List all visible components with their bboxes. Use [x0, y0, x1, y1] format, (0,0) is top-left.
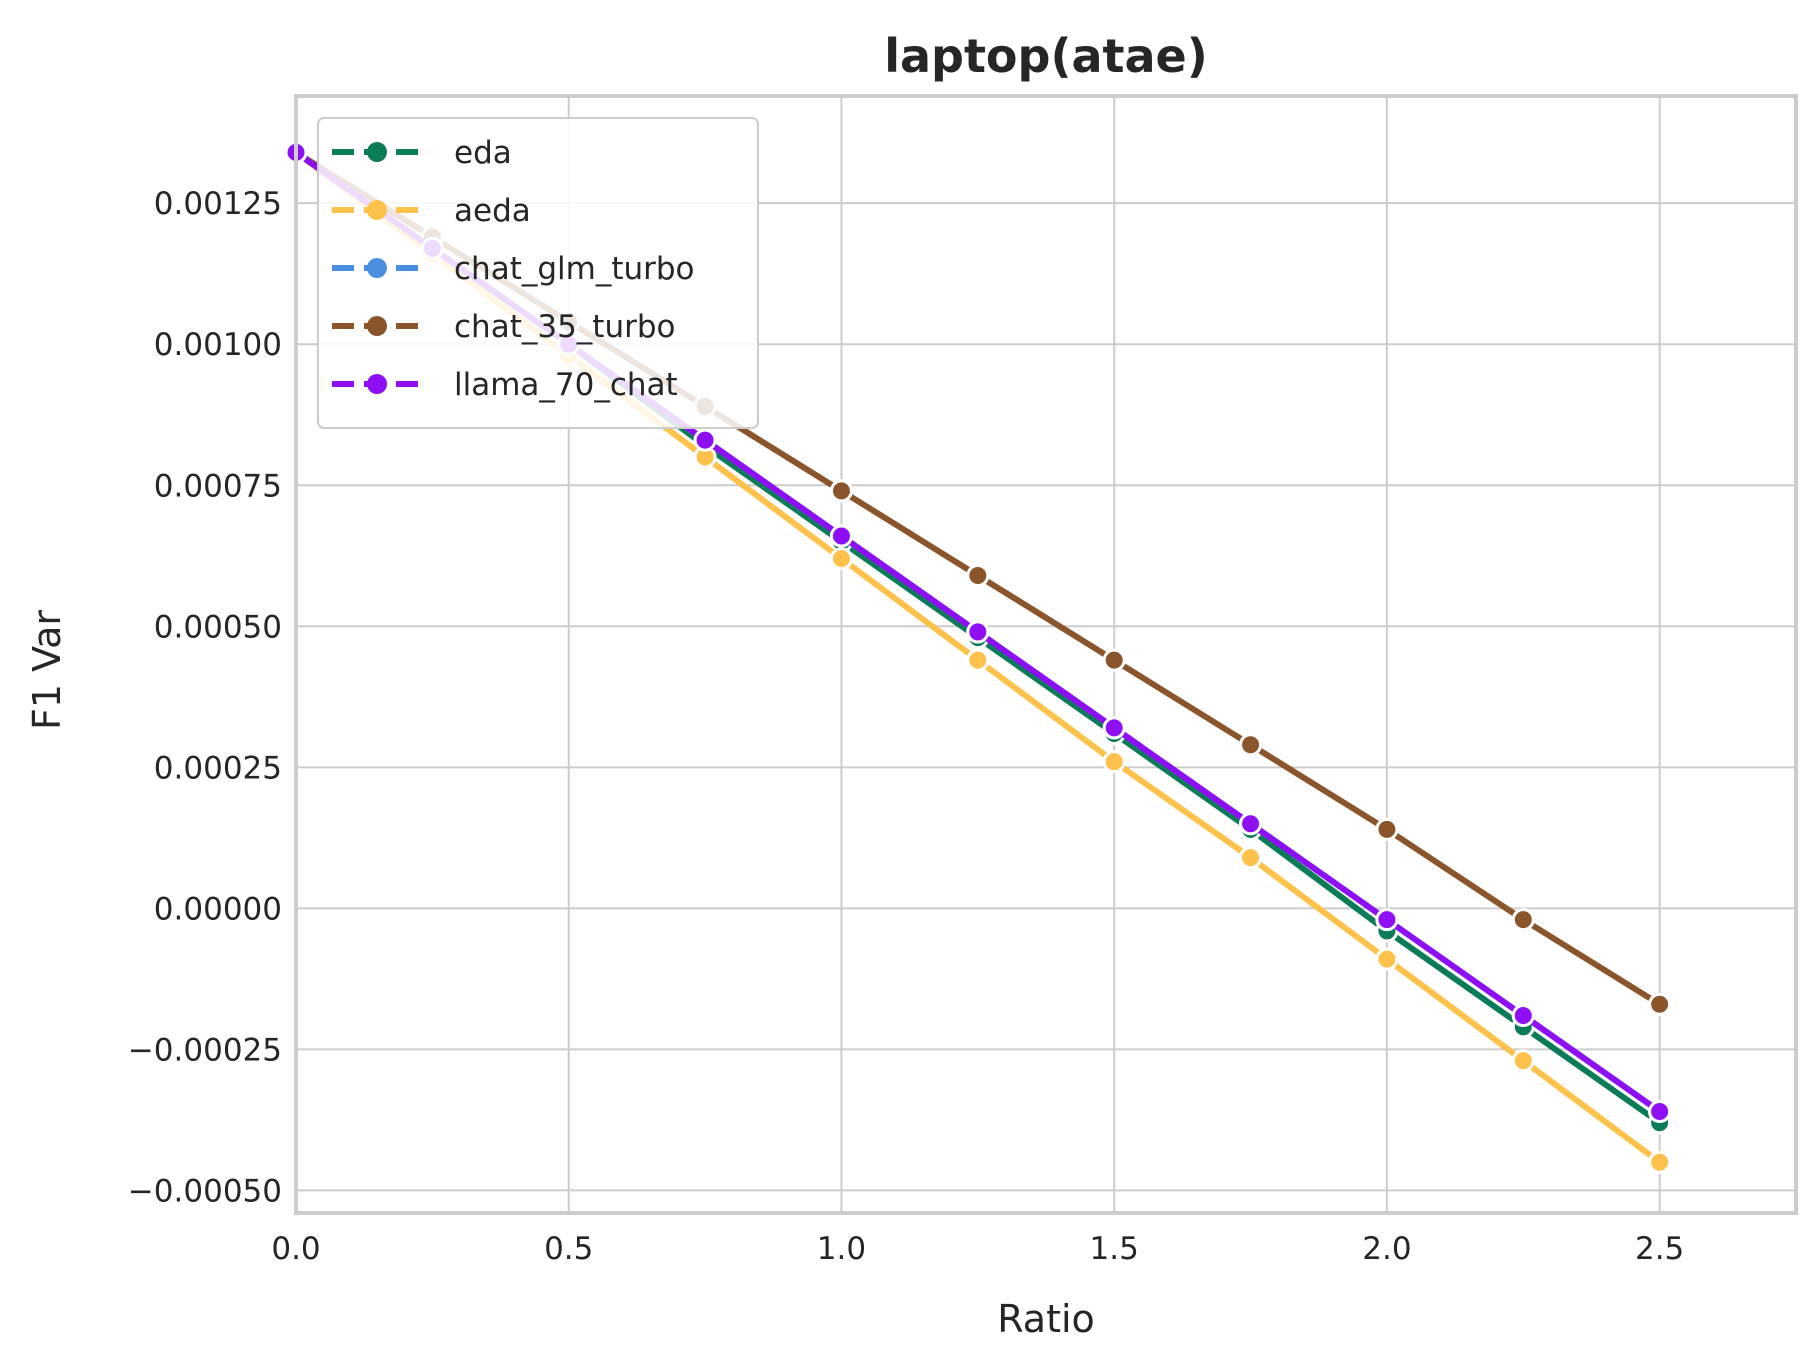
plot-frame: [294, 94, 1798, 1215]
y-tick-label: 0.00025: [154, 750, 282, 786]
legend-item: eda: [332, 135, 512, 171]
legend-item: aeda: [332, 193, 531, 229]
x-tick-label: 1.5: [1090, 1231, 1139, 1267]
legend-marker: [367, 316, 387, 336]
legend-label: eda: [454, 135, 512, 171]
legend-marker: [367, 374, 387, 394]
y-tick-label: −0.00025: [128, 1032, 282, 1068]
x-tick-label: 0.0: [271, 1231, 320, 1267]
legend-item: chat_35_turbo: [332, 309, 675, 345]
legend-label: chat_glm_turbo: [454, 251, 695, 287]
data-point: [1511, 1049, 1535, 1073]
y-axis-label: F1 Var: [25, 610, 69, 730]
data-point: [966, 648, 990, 672]
data-point: [829, 547, 853, 571]
tick-labels: 0.0 0.5 1.0 1.5 2.0 2.5 −0.00050 −0.00025 0.0000…: [128, 186, 1684, 1267]
y-tick-label: 0.00125: [154, 186, 282, 222]
data-point: [1511, 908, 1535, 932]
data-point: [1239, 846, 1263, 870]
legend-item: chat_glm_turbo: [332, 251, 695, 287]
data-point: [1239, 812, 1263, 836]
y-tick-label: 0.00000: [154, 891, 282, 927]
data-point: [693, 428, 717, 452]
data-point: [1648, 1150, 1672, 1174]
data-point: [829, 524, 853, 548]
data-point: [1375, 947, 1399, 971]
legend-label: aeda: [454, 193, 531, 229]
data-point: [966, 564, 990, 588]
legend-item: llama_70_chat: [332, 367, 678, 403]
legend-box: [317, 117, 759, 429]
data-point: [1102, 648, 1126, 672]
legend-label: llama_70_chat: [454, 367, 678, 403]
x-tick-label: 2.5: [1635, 1231, 1684, 1267]
data-point: [1102, 716, 1126, 740]
legend-label: chat_35_turbo: [454, 309, 675, 345]
y-tick-label: 0.00075: [154, 468, 282, 504]
x-tick-label: 1.0: [817, 1231, 866, 1267]
legend: eda aeda chat_glm_turbo chat_35_turbo llama_…: [317, 117, 759, 429]
data-point: [1239, 733, 1263, 757]
data-point: [1375, 908, 1399, 932]
chart-title: laptop(atae): [884, 29, 1208, 83]
legend-marker: [367, 200, 387, 220]
data-point: [1375, 817, 1399, 841]
legend-marker: [367, 258, 387, 278]
legend-marker: [367, 142, 387, 162]
y-tick-label: 0.00050: [154, 609, 282, 645]
y-tick-label: −0.00050: [128, 1173, 282, 1209]
x-tick-label: 0.5: [544, 1231, 593, 1267]
data-point: [1648, 1099, 1672, 1123]
data-point: [966, 620, 990, 644]
y-tick-label: 0.00100: [154, 327, 282, 363]
x-axis-label: Ratio: [997, 1297, 1095, 1341]
data-point: [1102, 750, 1126, 774]
x-tick-label: 2.0: [1362, 1231, 1411, 1267]
data-point: [1511, 1004, 1535, 1028]
grid-lines: [295, 96, 1796, 1213]
data-point: [1648, 992, 1672, 1016]
data-point: [829, 479, 853, 503]
